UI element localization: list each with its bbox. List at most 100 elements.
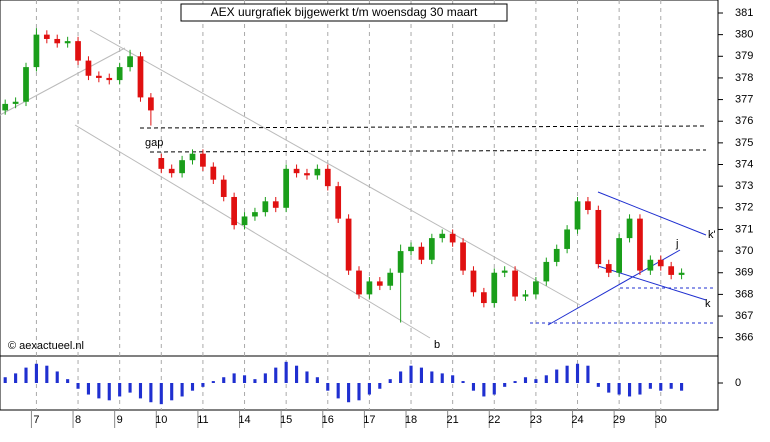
candle-body bbox=[564, 229, 570, 249]
oscillator-bar bbox=[367, 383, 371, 395]
oscillator-bar bbox=[263, 373, 267, 383]
oscillator-bar bbox=[211, 381, 215, 383]
candle-body bbox=[64, 41, 71, 44]
oscillator-bar bbox=[523, 377, 528, 383]
candle-body bbox=[241, 216, 248, 226]
oscillator-bar bbox=[555, 369, 559, 383]
oscillator-bar bbox=[14, 373, 18, 383]
candle-body bbox=[605, 264, 612, 273]
y-tick-label: 377 bbox=[735, 93, 753, 105]
candle-body bbox=[585, 201, 591, 210]
oscillator-bar bbox=[274, 367, 278, 383]
oscillator-bar bbox=[149, 383, 153, 403]
oscillator-bar bbox=[482, 383, 486, 397]
oscillator-bar bbox=[305, 371, 309, 383]
candle-body bbox=[533, 281, 539, 295]
candle-body bbox=[366, 281, 373, 295]
oscillator-bar bbox=[607, 383, 611, 393]
oscillator-bar bbox=[534, 379, 538, 383]
candle-body bbox=[262, 201, 269, 213]
y-tick-label: 379 bbox=[735, 50, 753, 62]
candle-body bbox=[356, 270, 362, 295]
gap-line bbox=[139, 125, 707, 129]
candle-body bbox=[553, 248, 560, 262]
oscillator-bar bbox=[24, 367, 28, 383]
y-tick-label: 371 bbox=[735, 223, 753, 235]
candle-body bbox=[168, 168, 175, 174]
trend-line bbox=[89, 29, 581, 306]
candle-body bbox=[179, 160, 185, 174]
oscillator-bar bbox=[378, 383, 382, 389]
oscillator-bar bbox=[66, 379, 70, 383]
oscillator-bar bbox=[232, 373, 236, 383]
candle-body bbox=[637, 218, 643, 271]
trend-line bbox=[74, 124, 431, 339]
oscillator-bar bbox=[575, 363, 580, 383]
oscillator-bar bbox=[170, 383, 174, 401]
oscillator-bar bbox=[76, 383, 80, 389]
candle-body bbox=[189, 153, 196, 161]
candle-body bbox=[616, 238, 623, 273]
candle-body bbox=[397, 251, 404, 273]
oscillator-bar bbox=[544, 375, 548, 383]
candle-body bbox=[116, 67, 123, 81]
oscillator-bar bbox=[315, 377, 319, 383]
oscillator-bar bbox=[190, 383, 195, 391]
oscillator-bar bbox=[680, 383, 684, 391]
oscillator-bar bbox=[45, 365, 49, 383]
candle-body bbox=[148, 97, 154, 111]
x-tick-label: 23 bbox=[530, 414, 542, 426]
candle-body bbox=[626, 218, 633, 239]
y-tick-label: 374 bbox=[735, 158, 753, 170]
annotation: © aexactueel.nl bbox=[8, 340, 84, 352]
candle-body bbox=[657, 259, 664, 267]
candle-body bbox=[23, 67, 29, 102]
x-tick-label: 21 bbox=[447, 414, 459, 426]
candle-body bbox=[470, 270, 477, 293]
candle-body bbox=[512, 270, 518, 297]
candle-body bbox=[137, 56, 144, 98]
candle-body bbox=[345, 218, 352, 271]
y-tick-label: 370 bbox=[735, 245, 753, 257]
trend-line bbox=[0, 47, 126, 116]
y-tick-label: 380 bbox=[735, 29, 753, 41]
oscillator-bar bbox=[659, 383, 663, 391]
oscillator-bar bbox=[399, 371, 403, 383]
oscillator-bar bbox=[419, 367, 423, 383]
candle-body bbox=[678, 272, 685, 275]
candle-body bbox=[501, 270, 508, 273]
oscillator-bar bbox=[138, 383, 143, 399]
oscillator-bar bbox=[492, 383, 496, 395]
x-tick-label: 24 bbox=[571, 414, 583, 426]
oscillator-bar bbox=[347, 383, 351, 403]
x-tick-label: 17 bbox=[363, 414, 375, 426]
candle-body bbox=[408, 246, 414, 252]
candle-body bbox=[543, 261, 550, 282]
channel-line bbox=[597, 265, 707, 301]
oscillator-bar bbox=[336, 383, 340, 399]
candle-body bbox=[283, 168, 290, 208]
oscillator-bar bbox=[513, 381, 517, 383]
oscillator-bar bbox=[222, 377, 226, 383]
x-tick-label: 15 bbox=[280, 414, 292, 426]
marks bbox=[2, 28, 685, 405]
candle-body bbox=[304, 173, 310, 176]
candle-body bbox=[595, 209, 602, 265]
candle-body bbox=[574, 201, 581, 230]
candle-body bbox=[272, 201, 279, 208]
oscillator-bar bbox=[128, 383, 132, 393]
gap-line bbox=[149, 149, 707, 153]
candle-body bbox=[12, 101, 19, 104]
y-tick-label: 367 bbox=[735, 310, 753, 322]
y-tick-label: 366 bbox=[735, 332, 753, 344]
oscillator-bar bbox=[284, 361, 288, 383]
oscillator-bar bbox=[471, 383, 476, 391]
oscillator-bar bbox=[253, 379, 257, 383]
candle-body bbox=[54, 38, 61, 44]
x-tick-label: 29 bbox=[613, 414, 625, 426]
grid bbox=[30, 0, 723, 428]
oscillator-bar bbox=[503, 383, 507, 387]
oscillator-bar bbox=[669, 383, 673, 389]
candle-body bbox=[95, 75, 102, 78]
candle-body bbox=[75, 41, 81, 61]
